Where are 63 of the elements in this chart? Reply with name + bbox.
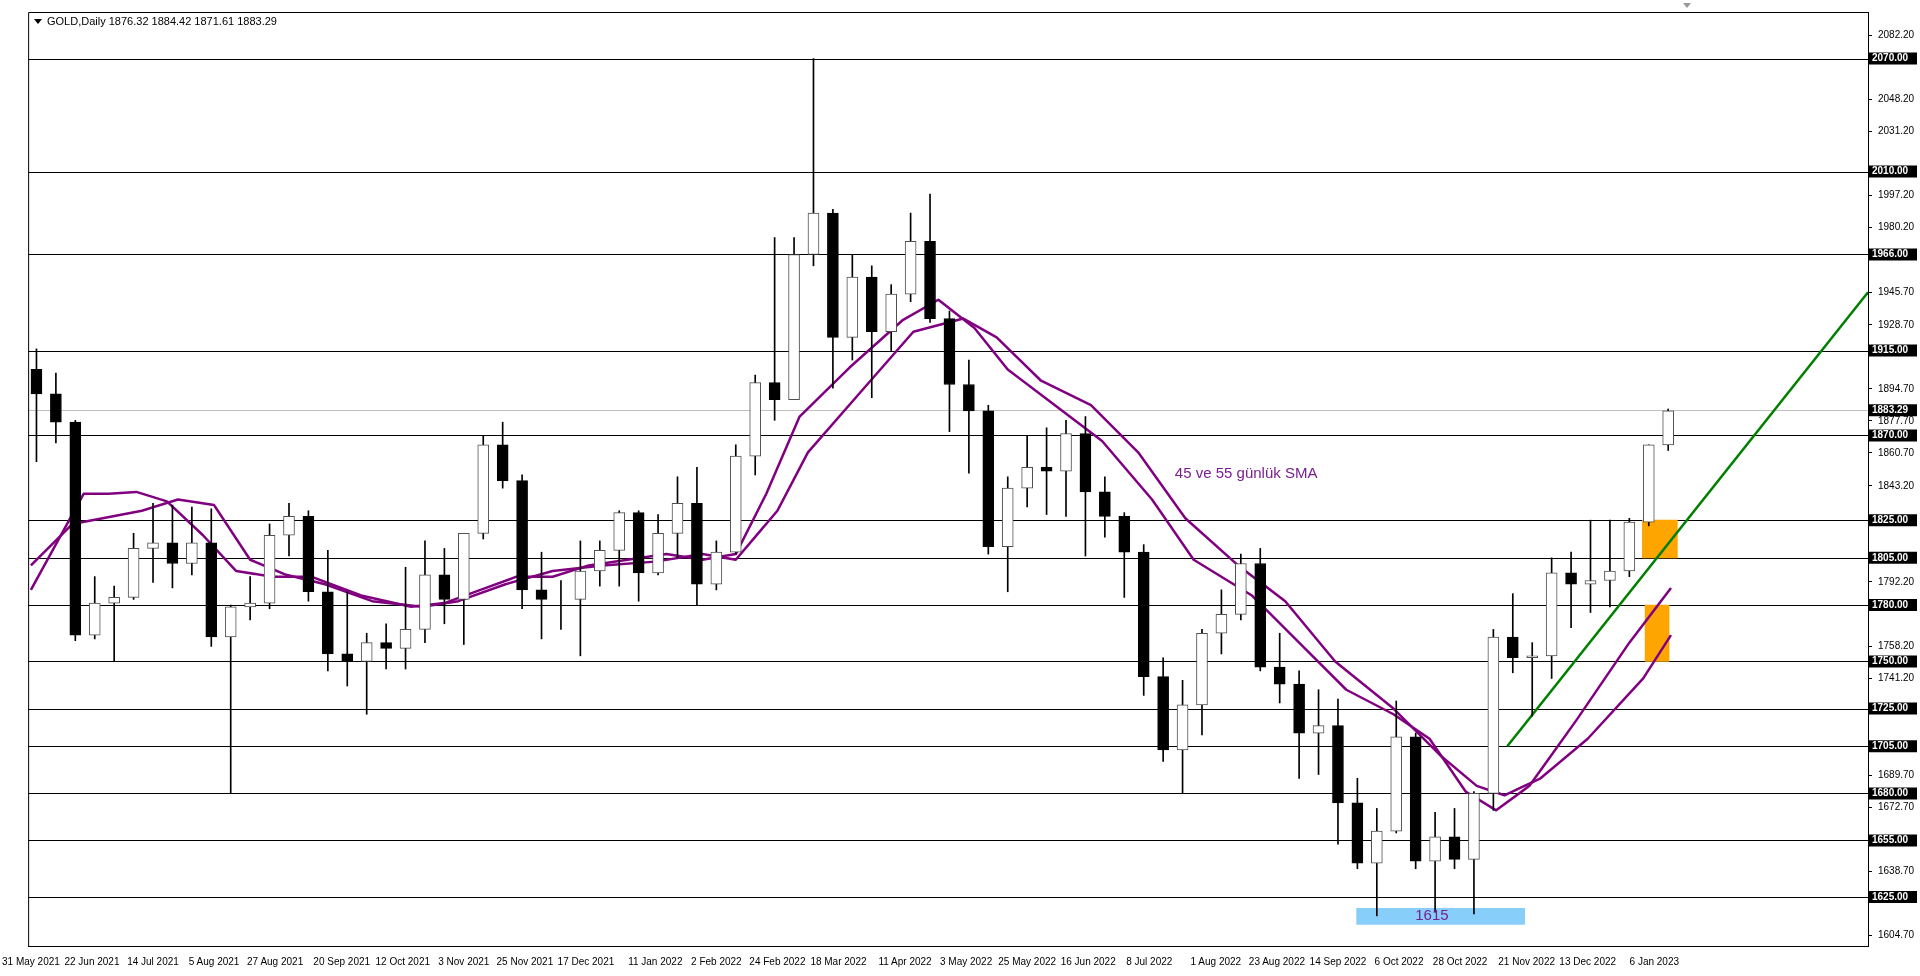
ref-line-label: 1680.00 [1872, 787, 1909, 799]
x-tick-label: 18 Mar 2022 [810, 955, 867, 967]
y-tick-label: 1997.20 [1878, 189, 1915, 201]
x-tick-label: 21 Nov 2022 [1498, 955, 1556, 967]
x-tick-label: 20 Sep 2021 [313, 955, 371, 967]
y-tick-label: 1689.70 [1878, 768, 1915, 780]
x-tick-label: 3 Nov 2021 [438, 955, 490, 967]
x-tick-label: 11 Apr 2022 [878, 955, 933, 967]
x-tick-label: 1 Aug 2022 [1190, 955, 1242, 967]
x-tick-label: 3 May 2022 [939, 955, 993, 967]
ref-line-label: 1625.00 [1872, 890, 1909, 902]
x-tick-label: 12 Oct 2021 [375, 955, 431, 967]
y-tick-label: 1928.70 [1878, 318, 1915, 330]
x-tick-label: 13 Dec 2022 [1559, 955, 1617, 967]
x-tick-label: 6 Jan 2023 [1629, 955, 1680, 967]
x-tick-label: 5 Aug 2021 [188, 955, 240, 967]
x-tick-label: 14 Sep 2022 [1309, 955, 1367, 967]
x-tick-label: 6 Oct 2022 [1374, 955, 1424, 967]
x-tick-label: 8 Jul 2022 [1126, 955, 1173, 967]
y-tick-label: 1860.70 [1878, 446, 1915, 458]
y-tick-label: 1843.20 [1878, 479, 1915, 491]
ref-line-label: 1705.00 [1872, 740, 1909, 752]
ref-line-label: 1883.29 [1872, 404, 1909, 416]
annotation: 45 ve 55 günlük SMA [1174, 464, 1318, 482]
y-tick-label: 1741.20 [1878, 671, 1915, 683]
y-tick-label: 1638.70 [1878, 864, 1915, 876]
y-tick-label: 1980.20 [1878, 221, 1915, 233]
annotation: 1615 [1415, 906, 1449, 924]
x-tick-label: 14 Jul 2021 [127, 955, 180, 967]
y-tick-label: 1877.70 [1878, 414, 1915, 426]
x-tick-label: 22 Jun 2021 [64, 955, 120, 967]
x-tick-label: 25 May 2022 [998, 955, 1057, 967]
x-tick-label: 2 Feb 2022 [691, 955, 743, 967]
x-tick-label: 24 Feb 2022 [749, 955, 806, 967]
x-tick-label: 16 Jun 2022 [1060, 955, 1117, 967]
y-tick-label: 2082.20 [1878, 29, 1915, 41]
ref-line-label: 2070.00 [1872, 52, 1909, 64]
y-tick-label: 2048.20 [1878, 93, 1915, 105]
y-tick-label: 1792.20 [1878, 575, 1915, 587]
chart-title: GOLD,Daily 1876.32 1884.42 1871.61 1883.29 [47, 15, 277, 27]
x-tick-label: 23 Aug 2022 [1248, 955, 1306, 967]
ref-line-label: 1750.00 [1872, 655, 1909, 667]
ref-line-label: 1966.00 [1872, 248, 1909, 260]
y-tick-label: 1758.20 [1878, 639, 1915, 651]
y-tick-label: 1945.70 [1878, 286, 1915, 298]
ref-line-label: 1915.00 [1872, 344, 1909, 356]
x-tick-label: 17 Dec 2021 [557, 955, 615, 967]
y-tick-label: 2031.20 [1878, 125, 1915, 137]
x-tick-label: 28 Oct 2022 [1432, 955, 1488, 967]
x-tick-label: 27 Aug 2021 [247, 955, 304, 967]
ref-line-label: 1870.00 [1872, 429, 1909, 441]
x-tick-label: 25 Nov 2021 [496, 955, 554, 967]
y-tick-label: 1894.70 [1878, 382, 1915, 394]
y-tick-label: 1672.70 [1878, 800, 1915, 812]
x-tick-label: 31 May 2021 [2, 955, 61, 967]
ref-line-label: 2010.00 [1872, 165, 1909, 177]
ref-line-label: 1725.00 [1872, 702, 1909, 714]
ref-line-label: 1825.00 [1872, 513, 1909, 525]
ref-line-label: 1655.00 [1872, 834, 1909, 846]
x-tick-label: 11 Jan 2022 [628, 955, 683, 967]
y-tick-label: 1604.70 [1878, 929, 1915, 941]
ref-line-label: 1780.00 [1872, 598, 1909, 610]
ref-line-label: 1805.00 [1872, 551, 1909, 563]
